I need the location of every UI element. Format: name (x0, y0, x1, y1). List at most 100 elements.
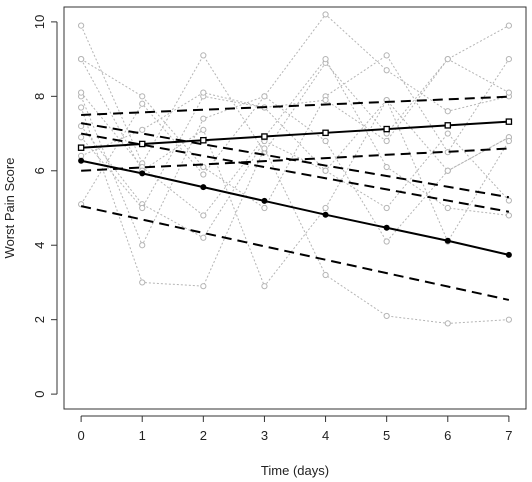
individual-data-point (505, 22, 512, 29)
y-tick-label: 8 (32, 93, 47, 100)
individual-data-point (78, 104, 85, 111)
individual-data-point (139, 204, 146, 212)
y-tick-label: 6 (32, 167, 47, 174)
individual-data-point (200, 163, 207, 171)
fitted-series-group (77, 95, 513, 301)
x-tick-label: 2 (200, 428, 207, 443)
individual-data-point (139, 126, 146, 133)
individual-series-line (80, 58, 510, 288)
fitted-data-point (505, 251, 512, 258)
individual-data-point (505, 197, 512, 204)
individual-series-line (80, 107, 509, 324)
individual-data-point (261, 283, 268, 290)
fitted-series-line (80, 205, 510, 301)
y-tick-label: 2 (32, 316, 47, 323)
individual-series-line (80, 125, 510, 239)
x-tick-label: 0 (77, 428, 84, 443)
individual-data-point (383, 238, 390, 245)
fitted-data-point (261, 197, 268, 204)
y-axis: 0 2 4 6 8 10 (32, 15, 58, 398)
fitted-series-line (80, 132, 510, 213)
fitted-series-line (81, 95, 509, 116)
fitted-data-point (78, 157, 85, 164)
x-tick-label: 4 (322, 428, 329, 443)
individual-series-line (80, 58, 509, 217)
fitted-data-point (444, 122, 452, 129)
individual-data-point (139, 100, 146, 107)
individual-data-point (505, 212, 512, 219)
individual-data-point (505, 316, 512, 323)
y-tick-label: 0 (32, 390, 47, 397)
individual-data-point (383, 312, 390, 320)
individual-data-point (322, 271, 329, 279)
individual-data-point (261, 93, 268, 100)
individual-data-point (200, 52, 207, 59)
fitted-data-point (261, 133, 268, 140)
individual-data-point (444, 108, 451, 115)
individual-series-line (80, 95, 510, 243)
individual-data-point (261, 204, 268, 212)
x-tick-label: 5 (383, 428, 390, 443)
plot-frame (63, 6, 527, 410)
individual-data-point (78, 22, 85, 29)
fitted-data-point (200, 137, 207, 144)
individual-data-point (383, 204, 390, 212)
individual-data-point (139, 242, 146, 249)
individual-data-point (322, 11, 329, 18)
x-tick-label: 1 (139, 428, 146, 443)
fitted-series-line (81, 120, 509, 149)
individual-data-point (322, 137, 329, 145)
fitted-data-point (505, 118, 513, 125)
fitted-data-point (322, 211, 329, 218)
individual-data-point (139, 279, 146, 286)
x-tick-label: 7 (505, 428, 512, 443)
individual-data-point (78, 89, 85, 96)
fitted-data-point (77, 144, 85, 151)
individual-data-point (444, 167, 451, 174)
individual-data-point (505, 137, 512, 145)
individual-data-point (200, 115, 207, 122)
x-axis-title: Time (days) (261, 463, 329, 478)
individual-data-point (505, 89, 512, 96)
individual-data-point (78, 152, 85, 159)
fitted-data-point (383, 224, 390, 231)
fitted-data-point (139, 170, 146, 177)
individual-data-point (322, 167, 329, 174)
individual-data-point (322, 204, 329, 212)
y-axis-title: Worst Pain Score (2, 158, 17, 259)
individual-series-line (80, 92, 510, 172)
individual-data-point (383, 163, 390, 171)
individual-data-point (444, 56, 451, 63)
fitted-series-line (80, 159, 510, 256)
fitted-data-point (200, 184, 207, 191)
individual-data-point (444, 204, 451, 212)
individual-data-point (444, 130, 451, 137)
individual-data-point (444, 320, 451, 327)
individual-data-point (322, 56, 329, 63)
individual-series-group (78, 11, 512, 327)
fitted-data-point (138, 140, 146, 148)
individual-data-point (505, 56, 512, 63)
individual-data-point (200, 234, 207, 241)
individual-series-line (80, 13, 510, 247)
fitted-series-line (81, 147, 509, 172)
y-tick-label: 10 (32, 15, 47, 29)
individual-data-point (261, 145, 268, 152)
x-tick-label: 3 (261, 428, 268, 443)
individual-data-point (383, 67, 390, 74)
individual-series-line (80, 54, 510, 209)
individual-series-line (80, 58, 510, 209)
individual-data-point (139, 93, 146, 100)
individual-data-point (200, 283, 207, 290)
fitted-data-point (322, 129, 329, 137)
fitted-data-point (383, 125, 390, 133)
individual-data-point (200, 212, 207, 219)
individual-data-point (78, 134, 85, 141)
individual-data-point (78, 56, 85, 63)
fitted-data-point (444, 237, 451, 244)
x-axis: 0 1 2 3 4 5 6 7 (77, 415, 513, 443)
x-tick-label: 6 (444, 428, 451, 443)
individual-data-point (383, 137, 390, 145)
y-tick-label: 4 (32, 242, 47, 249)
